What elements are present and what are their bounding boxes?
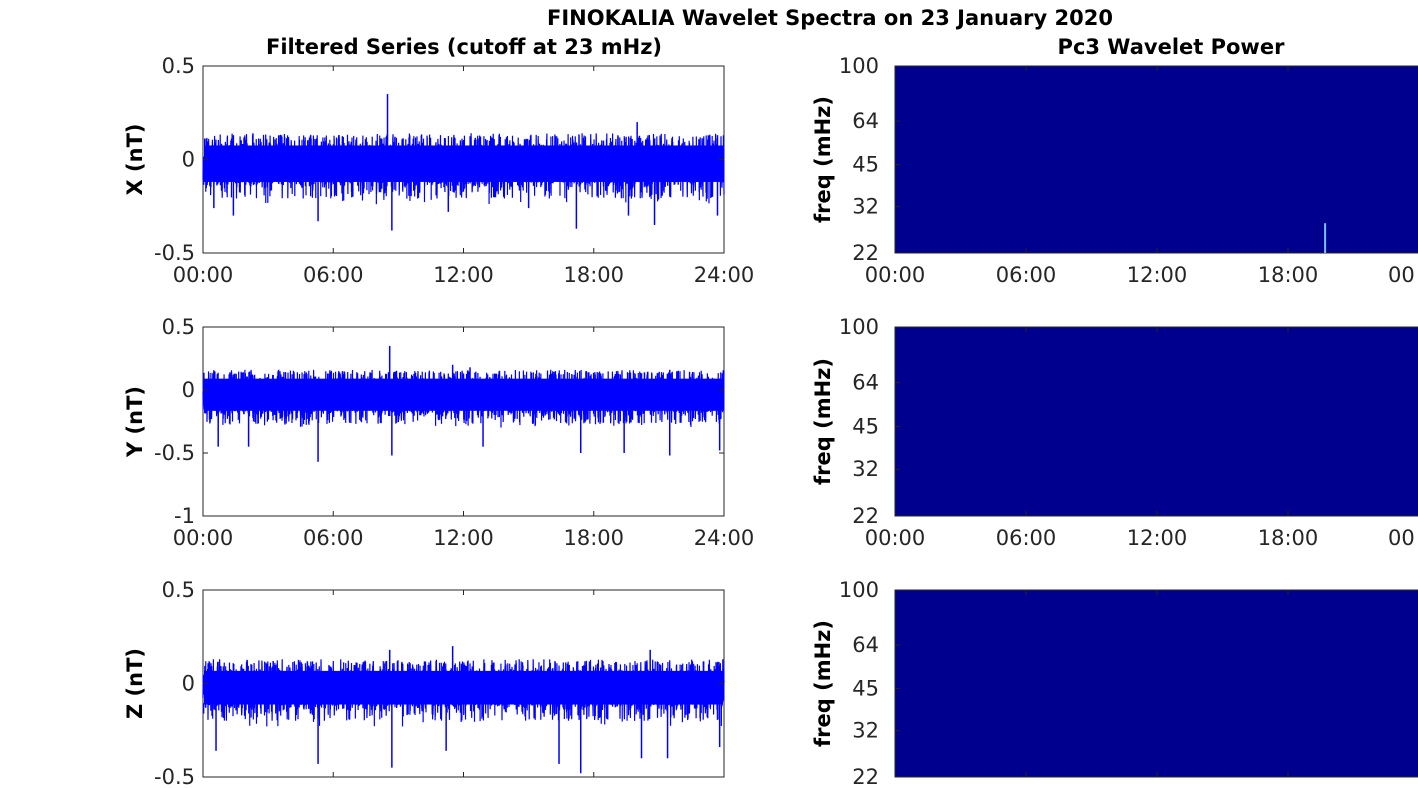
right-column-title: Pc3 Wavelet Power [1058, 35, 1286, 59]
x-tick-label: 06:00 [996, 263, 1057, 287]
y-axis-label: Y (nT) [123, 386, 147, 458]
x-tick-label: 12:00 [433, 263, 494, 287]
x-tick-label: 06:00 [303, 526, 364, 550]
y-axis-label: freq (mHz) [811, 96, 835, 223]
x-tick-label: 00:00 [173, 526, 234, 550]
y-tick-label: 100 [839, 315, 879, 339]
axes-frame [894, 326, 1418, 517]
x-tick-label: 00:00 [173, 263, 234, 287]
y-tick-label: 64 [852, 633, 879, 657]
wavelet-panel-z: 100 64 45 32 22 freq (mHz) [811, 578, 1418, 788]
y-tick-label: 32 [852, 719, 879, 743]
left-column-title: Filtered Series (cutoff at 23 mHz) [266, 35, 662, 59]
x-tick-label: 18:00 [563, 263, 624, 287]
line-panel-y: -1 -0.5 0 0.5 00:00 06:00 12:00 18:00 24:00 Y (nT… [123, 315, 754, 550]
y-axis-label: Z (nT) [123, 648, 147, 719]
y-tick-label: 45 [852, 153, 879, 177]
y-axis-label: freq (mHz) [811, 620, 835, 747]
x-tick-label: 12:00 [1127, 526, 1188, 550]
x-tick-label: 18:00 [1258, 263, 1319, 287]
y-tick-label: 32 [852, 195, 879, 219]
y-tick-label: -0.5 [154, 765, 195, 788]
x-tick-label: 12:00 [1127, 263, 1188, 287]
x-tick-label: 06:00 [996, 526, 1057, 550]
y-tick-label: 100 [839, 578, 879, 602]
y-tick-label: 0 [182, 378, 195, 402]
y-tick-label: 22 [852, 241, 879, 265]
x-tick-label: 00:00 [865, 526, 926, 550]
x-tick-label: 18:00 [1258, 526, 1319, 550]
y-tick-label: 22 [852, 765, 879, 788]
series-band [204, 670, 723, 705]
y-tick-label: 32 [852, 457, 879, 481]
y-tick-label: 0.5 [162, 578, 195, 602]
wavelet-power-map [895, 590, 1418, 777]
y-tick-label: 64 [852, 109, 879, 133]
axes-frame [894, 589, 1418, 778]
figure-title: FINOKALIA Wavelet Spectra on 23 January … [547, 6, 1113, 30]
y-tick-label: 100 [839, 54, 879, 78]
wavelet-power-map [895, 327, 1418, 516]
y-tick-label: 45 [852, 415, 879, 439]
y-tick-label: 0.5 [162, 54, 195, 78]
y-tick-label: -1 [174, 504, 195, 528]
y-tick-label: -0.5 [154, 441, 195, 465]
x-tick-label: 00 [1388, 526, 1415, 550]
series-band [204, 145, 723, 182]
x-tick-label: 00 [1388, 263, 1415, 287]
y-tick-label: 45 [852, 677, 879, 701]
y-axis-label: freq (mHz) [811, 358, 835, 485]
axes-frame [894, 65, 1418, 254]
x-tick-label: 00:00 [865, 263, 926, 287]
y-tick-label: 0.5 [162, 315, 195, 339]
y-tick-label: 22 [852, 504, 879, 528]
x-tick-label: 24:00 [694, 526, 755, 550]
y-axis-label: X (nT) [123, 124, 147, 196]
x-tick-label: 24:00 [694, 263, 755, 287]
x-tick-label: 12:00 [433, 526, 494, 550]
series-band [204, 378, 723, 411]
y-tick-label: -0.5 [154, 241, 195, 265]
y-tick-label: 0 [182, 148, 195, 172]
line-panel-z: -0.5 0 0.5 Z (nT) [123, 578, 725, 788]
y-tick-label: 0 [182, 672, 195, 696]
y-tick-label: 64 [852, 371, 879, 395]
x-tick-label: 06:00 [303, 263, 364, 287]
x-tick-label: 18:00 [563, 526, 624, 550]
wavelet-power-map [895, 66, 1418, 253]
line-panel-x: -0.5 0 0.5 00:00 06:00 12:00 18:00 24:00 X (nT) [123, 54, 754, 287]
